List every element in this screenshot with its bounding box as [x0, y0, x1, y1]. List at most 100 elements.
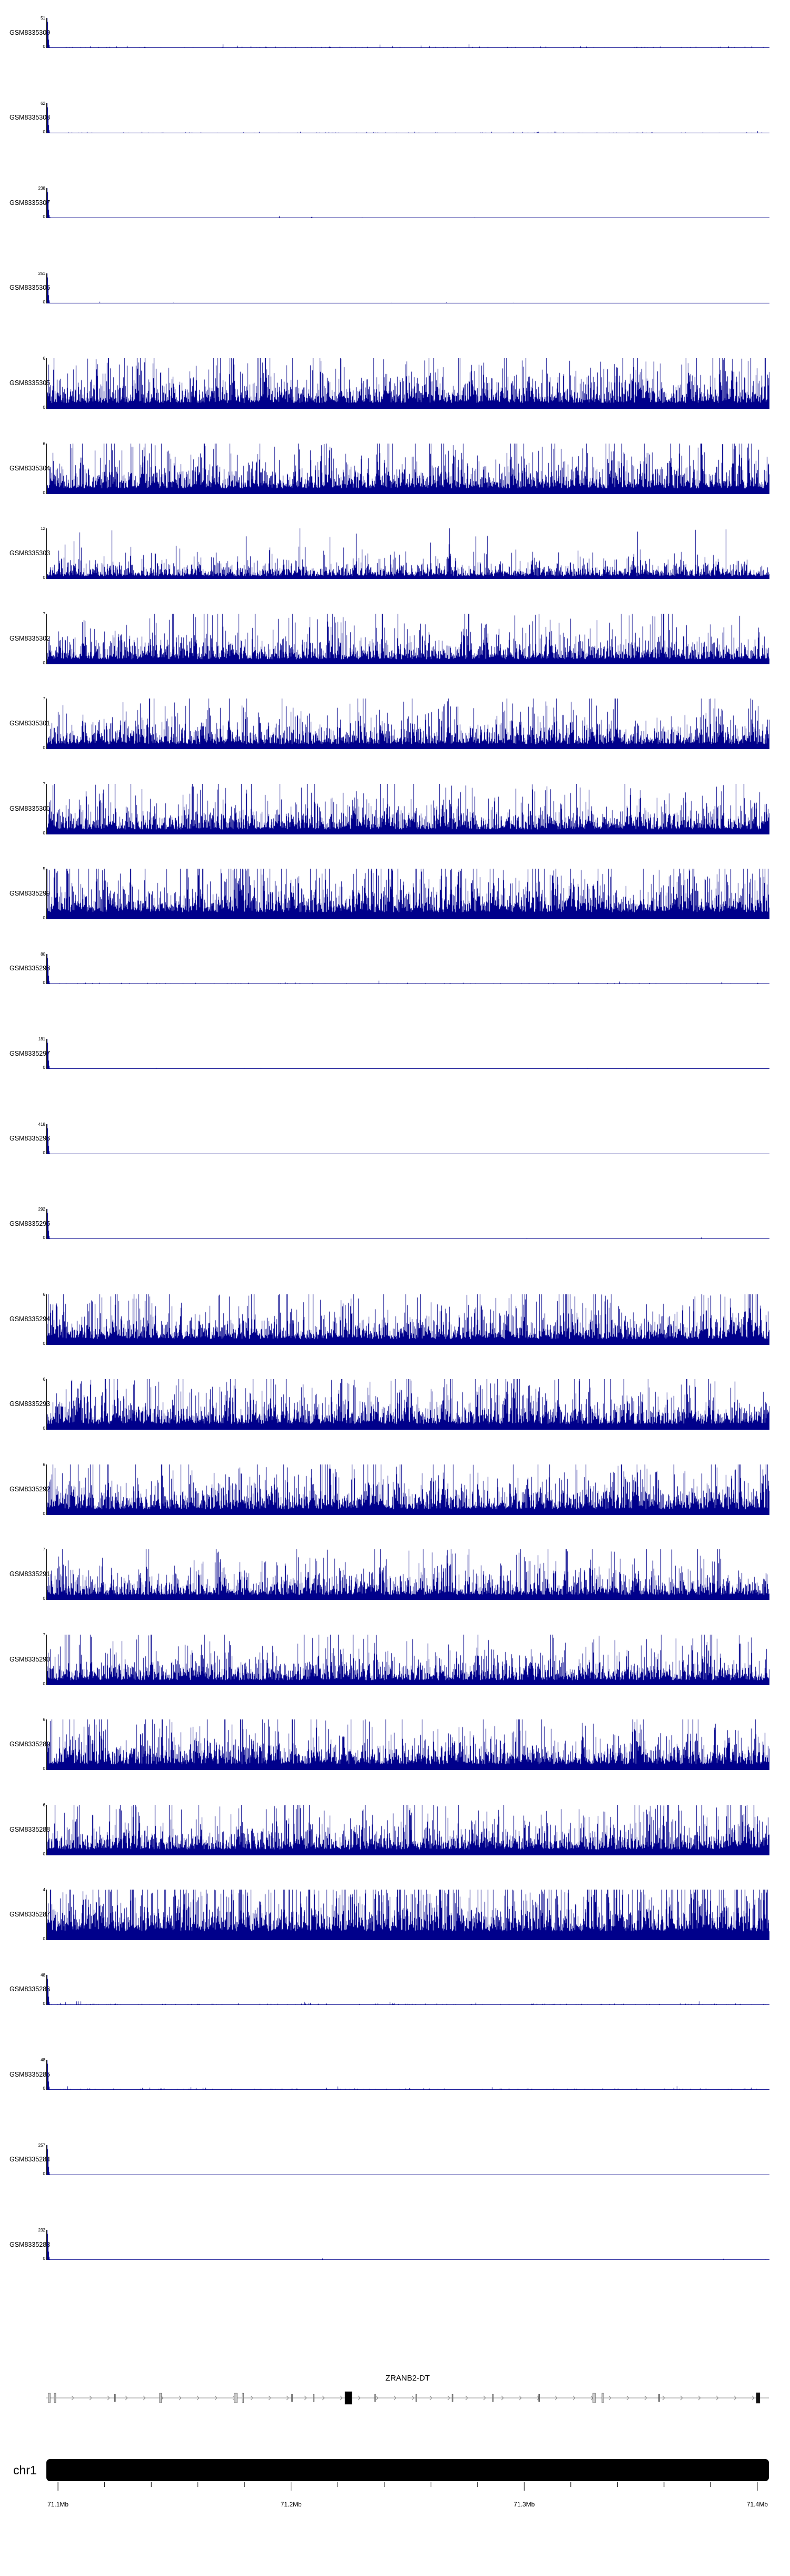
- strand-arrow-icon: [268, 2395, 271, 2401]
- track-label: GSM8335288: [9, 1825, 51, 1833]
- strand-arrow-icon: [411, 2395, 414, 2401]
- axis-tick-label: 71.3Mb: [514, 2501, 535, 2508]
- y-axis-max-label: 80: [41, 951, 45, 957]
- axis-tick-label: 71.1Mb: [47, 2501, 68, 2508]
- gene-exon: [291, 2394, 293, 2402]
- track-plot-area: 292 0: [38, 1207, 769, 1240]
- track-label: GSM8335305: [9, 379, 51, 387]
- strand-arrow-icon: [680, 2395, 683, 2401]
- coverage-signal: [47, 783, 769, 834]
- coverage-signal: [47, 953, 769, 984]
- y-axis-zero-label: 0: [43, 405, 45, 410]
- y-axis-zero-label: 0: [43, 1341, 45, 1346]
- strand-arrow-icon: [644, 2395, 647, 2401]
- track-plot-area: 6 0: [43, 1462, 769, 1516]
- strand-arrow-icon: [71, 2395, 74, 2401]
- track-plot-area: 48 0: [41, 2058, 769, 2091]
- coverage-track: GSM8335295 292 0: [0, 1206, 790, 1291]
- coverage-track: GSM8335307 238 0: [0, 185, 790, 270]
- coverage-signal: [47, 18, 769, 48]
- gene-exon: [592, 2393, 596, 2403]
- y-axis-zero-label: 0: [43, 1150, 45, 1155]
- coverage-signal: [47, 613, 769, 664]
- coverage-signal: [47, 1124, 769, 1154]
- gene-exon: [451, 2394, 453, 2402]
- strand-arrow-icon: [107, 2395, 110, 2401]
- coverage-track: GSM8335296 418 0: [0, 1121, 790, 1206]
- track-label: GSM8335293: [9, 1400, 51, 1408]
- axis-tick-label: 71.4Mb: [747, 2501, 768, 2508]
- gene-exon: [234, 2393, 238, 2403]
- coverage-track: GSM8335293 6 0: [0, 1376, 790, 1461]
- y-axis-max-label: 4: [43, 1887, 45, 1892]
- track-label: GSM8335290: [9, 1655, 51, 1663]
- coverage-signal: [47, 1719, 769, 1770]
- y-axis-zero-label: 0: [43, 2001, 45, 2006]
- strand-arrow-icon: [376, 2395, 379, 2401]
- track-plot-area: 6 0: [43, 441, 769, 495]
- track-label: GSM8335309: [9, 28, 51, 36]
- strand-arrow-icon: [125, 2395, 128, 2401]
- strand-arrow-icon: [734, 2395, 737, 2401]
- coverage-track: GSM8335292 6 0: [0, 1461, 790, 1547]
- y-axis-max-label: 181: [38, 1037, 45, 1041]
- coverage-signal: [47, 1379, 769, 1430]
- strand-arrow-icon: [698, 2395, 701, 2401]
- genome-axis: 71.1Mb 71.2Mb 71.3Mb 71.4Mb: [47, 2482, 768, 2508]
- y-axis-zero-label: 0: [43, 1426, 45, 1431]
- track-plot-area: 232 0: [38, 2228, 769, 2261]
- coverage-signal: [47, 2145, 769, 2175]
- y-axis-max-label: 232: [38, 2228, 45, 2233]
- track-plot-area: 7 0: [43, 612, 769, 665]
- coverage-track: GSM8335301 7 0: [0, 695, 790, 781]
- track-label: GSM8335289: [9, 1741, 51, 1748]
- track-plot-area: 80 0: [41, 952, 769, 985]
- coverage-track: GSM8335291 7 0: [0, 1546, 790, 1631]
- y-axis-max-label: 7: [43, 781, 45, 786]
- track-label: GSM8335300: [9, 804, 51, 812]
- chromosome-ideogram-track: chr1: [0, 2459, 790, 2482]
- strand-arrow-icon: [89, 2395, 92, 2401]
- track-label: GSM8335299: [9, 890, 51, 897]
- coverage-signal: [47, 2060, 769, 2090]
- track-label: GSM8335284: [9, 2156, 51, 2163]
- strand-arrow-icon: [626, 2395, 629, 2401]
- track-plot-area: 6 0: [43, 356, 769, 410]
- track-plot-area: 6 0: [43, 1292, 769, 1346]
- y-axis-zero-label: 0: [43, 660, 45, 665]
- y-axis-zero-label: 0: [43, 299, 45, 304]
- coverage-track: GSM8335287 4 0: [0, 1886, 790, 1972]
- gene-exon: [658, 2394, 660, 2402]
- y-axis-zero-label: 0: [43, 1681, 45, 1686]
- track-label: GSM8335306: [9, 284, 51, 291]
- gene-exon: [374, 2394, 376, 2402]
- track-label: GSM8335303: [9, 549, 51, 557]
- coverage-track: GSM8335308 62 0: [0, 100, 790, 185]
- strand-arrow-icon: [608, 2395, 611, 2401]
- strand-arrow-icon: [555, 2395, 558, 2401]
- coverage-track: GSM8335284 257 0: [0, 2142, 790, 2227]
- y-axis-max-label: 6: [43, 1292, 45, 1297]
- coverage-signal: [47, 1634, 769, 1685]
- track-label: GSM8335291: [9, 1570, 51, 1578]
- coverage-signal: [47, 1804, 769, 1855]
- y-axis-zero-label: 0: [43, 1511, 45, 1516]
- track-plot-area: 62 0: [41, 101, 769, 134]
- y-axis-max-label: 62: [41, 101, 45, 106]
- track-plot-area: 12 0: [41, 526, 769, 580]
- track-label: GSM8335307: [9, 199, 51, 207]
- strand-arrow-icon: [179, 2395, 182, 2401]
- y-axis-max-label: 7: [43, 1547, 45, 1552]
- gene-model: [46, 2391, 769, 2405]
- track-label: GSM8335304: [9, 464, 51, 472]
- y-axis-zero-label: 0: [43, 490, 45, 495]
- strand-arrow-icon: [161, 2395, 164, 2401]
- strand-arrow-icon: [286, 2395, 289, 2401]
- coverage-signal: [47, 528, 769, 579]
- y-axis-zero-label: 0: [43, 575, 45, 580]
- y-axis-zero-label: 0: [43, 2086, 45, 2091]
- track-label: GSM8335285: [9, 2070, 51, 2078]
- y-axis-max-label: 48: [41, 2058, 45, 2062]
- y-axis-max-label: 418: [38, 1122, 45, 1127]
- coverage-track: GSM8335300 7 0: [0, 781, 790, 866]
